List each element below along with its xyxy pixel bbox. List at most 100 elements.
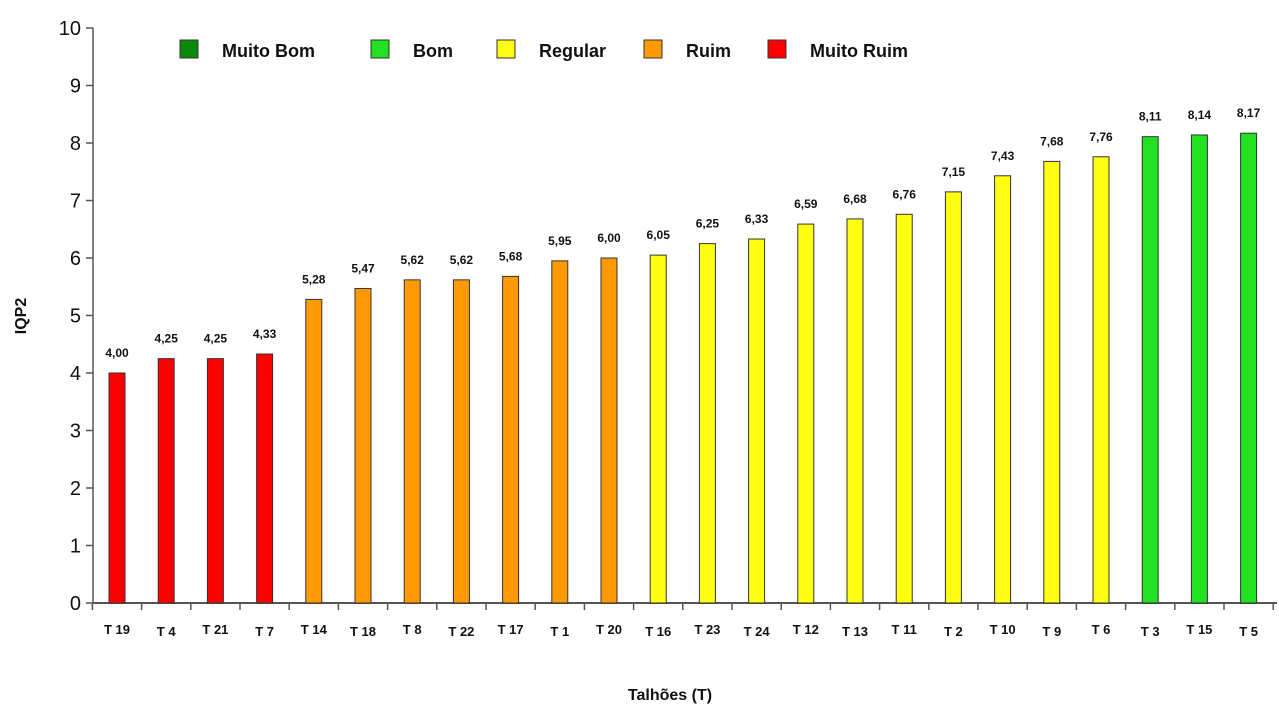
bar [157, 358, 175, 604]
legend-label: Muito Bom [222, 41, 315, 61]
legend-item: Regular [496, 39, 606, 61]
y-tick-label: 4 [70, 363, 81, 385]
x-tick-label: T 12 [793, 622, 819, 637]
bar [256, 353, 274, 604]
bar [600, 257, 618, 604]
x-tick-label: T 15 [1186, 622, 1212, 637]
y-tick-label: 2 [70, 478, 81, 500]
bar [797, 223, 815, 604]
data-label: 5,62 [450, 253, 474, 267]
x-tick-label: T 14 [301, 622, 328, 637]
data-label: 7,68 [1040, 134, 1064, 148]
data-label: 8,11 [1139, 110, 1162, 124]
data-label: 8,14 [1188, 108, 1212, 122]
bar [354, 287, 372, 604]
y-tick-label: 10 [59, 18, 81, 40]
bar [1141, 136, 1159, 604]
bar [1043, 160, 1061, 604]
legend-item: Ruim [643, 39, 731, 61]
y-tick-label: 1 [70, 536, 81, 558]
legend-label: Bom [413, 41, 453, 61]
legend-swatch [496, 39, 516, 59]
data-label: 5,47 [351, 261, 375, 275]
bar [748, 238, 766, 604]
x-tick-label: T 16 [645, 624, 671, 639]
bar [944, 191, 962, 604]
legend-item: Muito Ruim [767, 39, 908, 61]
legend-label: Muito Ruim [810, 41, 908, 61]
x-tick-label: T 5 [1239, 624, 1258, 639]
x-axis: T 19 T 4 T 21 T 7 T 14 T 18 T 8 T 22 T 17 T 1 T 20… [91, 602, 1277, 639]
bars [108, 132, 1258, 604]
x-tick-label: T 4 [157, 624, 177, 639]
x-tick-label: T 21 [202, 622, 228, 637]
y-tick-label: 9 [70, 76, 81, 98]
bar [1092, 156, 1110, 604]
data-label: 6,59 [794, 197, 818, 211]
x-axis-title: Talhões (T) [628, 687, 712, 704]
y-tick-label: 7 [70, 191, 81, 213]
legend-swatch [767, 39, 787, 59]
legend-swatch [643, 39, 663, 59]
data-label: 6,00 [597, 231, 621, 245]
x-tick-label: T 19 [104, 622, 130, 637]
data-label: 4,25 [204, 332, 228, 346]
bar [994, 175, 1012, 604]
x-tick-label: T 23 [694, 622, 720, 637]
data-label: 6,68 [843, 192, 867, 206]
legend-item: Bom [370, 39, 453, 61]
y-tick-label: 0 [70, 593, 81, 615]
y-tick-label: 8 [70, 133, 81, 155]
data-label: 7,43 [991, 149, 1015, 163]
bar [452, 279, 470, 604]
data-label: 4,25 [155, 332, 179, 346]
x-tick-label: T 11 [892, 622, 917, 637]
bar [551, 260, 569, 604]
x-tick-label: T 10 [990, 622, 1016, 637]
x-tick-label: T 3 [1141, 624, 1160, 639]
x-tick-label: T 2 [944, 624, 963, 639]
data-label: 7,15 [942, 165, 966, 179]
y-tick-label: 3 [70, 421, 81, 443]
data-label: 5,95 [548, 234, 572, 248]
data-label: 7,76 [1089, 130, 1113, 144]
y-tick-label: 5 [70, 306, 81, 328]
data-label: 5,28 [302, 272, 326, 286]
data-label: 6,05 [647, 228, 671, 242]
x-tick-label: T 9 [1042, 624, 1061, 639]
legend-item: Muito Bom [179, 39, 315, 61]
x-tick-label: T 24 [744, 624, 771, 639]
x-tick-label: T 20 [596, 622, 622, 637]
x-tick-label: T 7 [255, 624, 274, 639]
legend-swatch [370, 39, 390, 59]
data-label: 6,25 [696, 217, 720, 231]
x-tick-label: T 17 [498, 622, 524, 637]
bar [846, 218, 864, 604]
x-tick-label: T 6 [1092, 622, 1111, 637]
data-label: 5,62 [401, 253, 425, 267]
bar [403, 279, 421, 604]
data-label: 6,76 [893, 187, 917, 201]
bar [1240, 132, 1258, 604]
data-label: 5,68 [499, 249, 523, 263]
data-label: 6,33 [745, 212, 769, 226]
y-axis-title: IQP2 [13, 298, 30, 335]
x-tick-label: T 8 [403, 622, 422, 637]
x-tick-label: T 1 [550, 624, 569, 639]
bar [502, 275, 520, 604]
y-tick-label: 6 [70, 248, 81, 270]
data-label: 4,33 [253, 327, 277, 341]
value-labels: 4,00 4,25 4,25 4,33 5,28 5,47 5,62 5,62 5,68 5,95… [105, 106, 1260, 360]
x-tick-label: T 18 [350, 624, 376, 639]
data-label: 8,17 [1237, 106, 1261, 120]
legend-label: Ruim [686, 41, 731, 61]
bar [108, 372, 126, 604]
bar [649, 254, 667, 604]
data-label: 4,00 [105, 346, 129, 360]
bar [1190, 134, 1208, 604]
x-tick-label: T 13 [842, 624, 868, 639]
legend: Muito Bom Bom Regular Ruim Muito Ruim [179, 39, 908, 61]
y-axis: 0 1 2 3 4 5 6 7 8 9 10 [59, 18, 94, 615]
bar [698, 243, 716, 604]
